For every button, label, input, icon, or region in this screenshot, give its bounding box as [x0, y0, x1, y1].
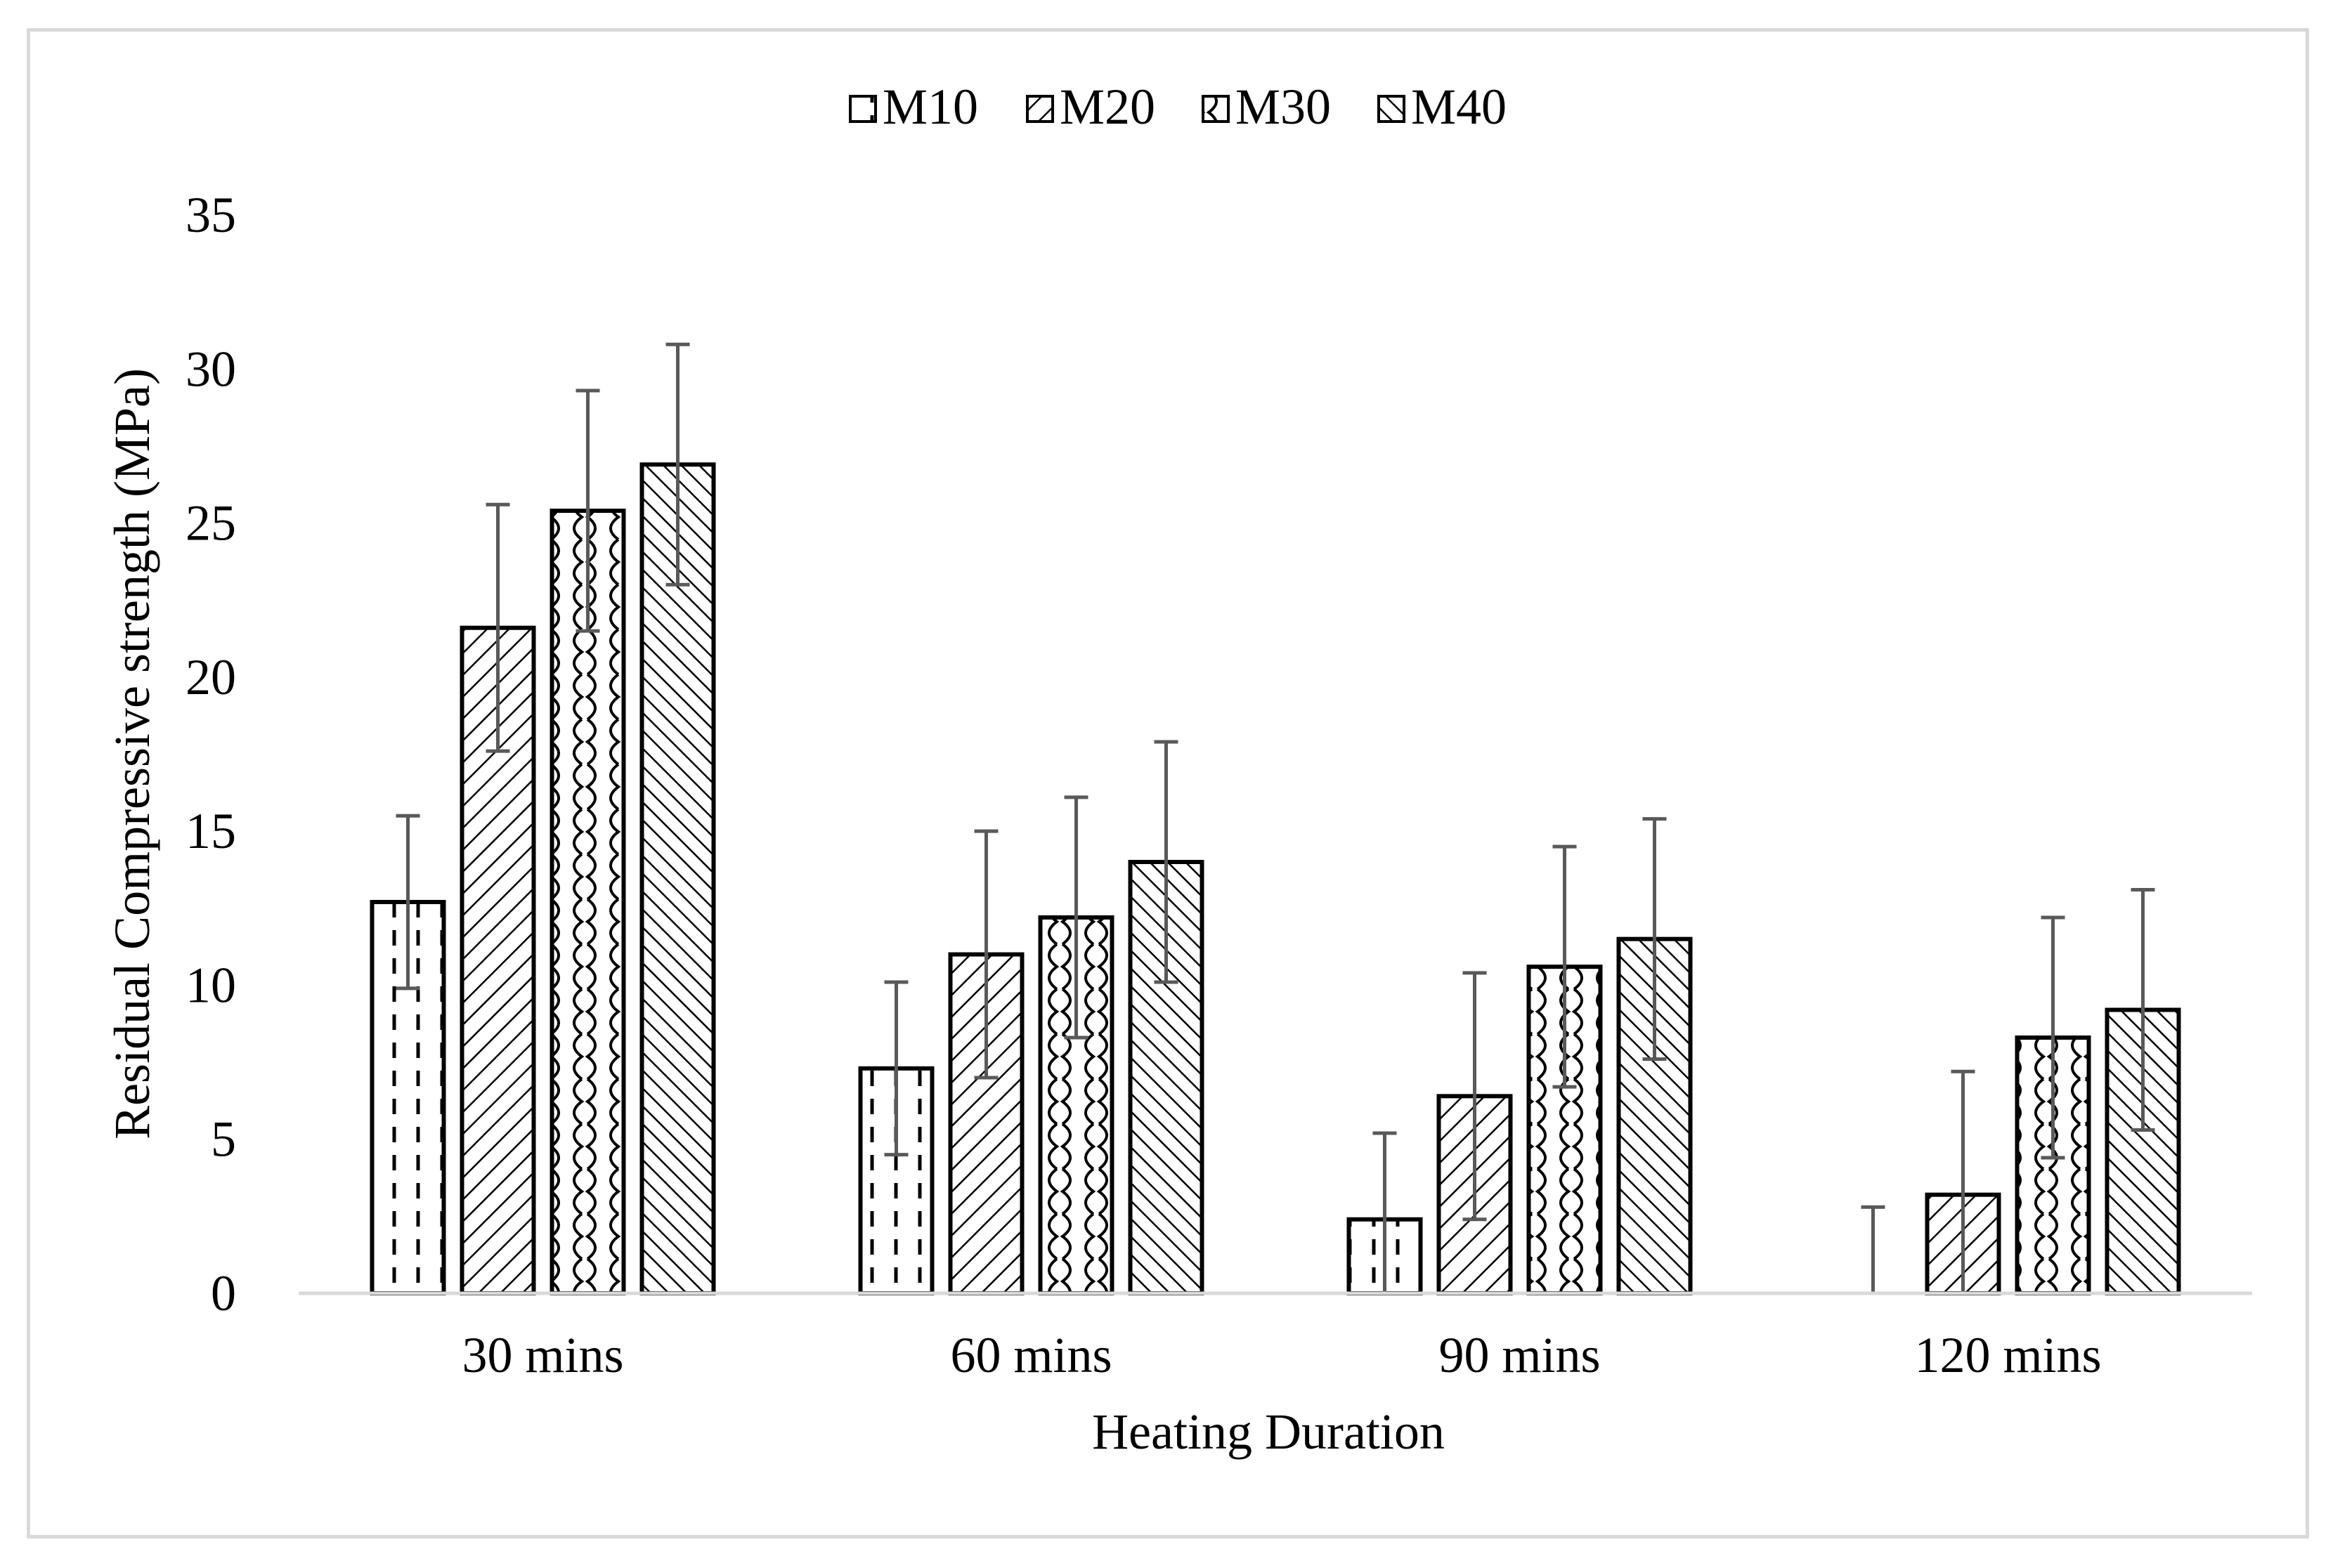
error-bars	[396, 342, 2155, 1293]
legend-swatch	[1202, 95, 1230, 123]
y-axis-ticks: 0 5 10 15 20 25 30 35	[186, 187, 236, 1321]
y-tick-label: 0	[211, 1265, 236, 1321]
bar-m40-30-mins	[639, 462, 716, 1296]
error-bar-m30-90-mins	[1552, 844, 1577, 1089]
x-axis-ticks: 30 mins 60 mins 90 mins 120 mins	[462, 1327, 2101, 1383]
x-tick-label: 30 mins	[462, 1327, 623, 1383]
legend-swatch	[849, 95, 877, 123]
chart-frame	[27, 28, 2309, 1538]
error-bar-m10-30-mins	[396, 814, 420, 991]
x-tick-label: 120 mins	[1914, 1327, 2101, 1383]
bars	[370, 462, 2181, 1296]
y-tick-label: 15	[186, 803, 236, 859]
error-bar-m30-60-mins	[1064, 795, 1088, 1040]
x-tick-label: 60 mins	[950, 1327, 1112, 1383]
error-bar-m40-120-mins	[2131, 887, 2155, 1132]
x-axis-title: Heating Duration	[1092, 1404, 1445, 1460]
error-bar-m20-60-mins	[974, 829, 999, 1080]
error-bar-m40-90-mins	[1642, 817, 1667, 1061]
x-tick-label: 90 mins	[1438, 1327, 1600, 1383]
legend-item-m30: M30	[1202, 79, 1331, 135]
error-bar-m30-30-mins	[576, 388, 600, 633]
error-bar-m10-60-mins	[884, 980, 909, 1157]
legend-label: M10	[883, 79, 978, 135]
y-axis-title: Residual Compressive strength (MPa)	[104, 368, 160, 1139]
y-tick-label: 10	[186, 957, 236, 1013]
error-bar-m40-60-mins	[1154, 740, 1178, 984]
y-tick-label: 25	[186, 495, 236, 551]
legend-label: M30	[1235, 79, 1331, 135]
error-bar-m10-120-mins	[1861, 1205, 1885, 1293]
y-tick-label: 5	[211, 1111, 236, 1168]
error-bar-m10-90-mins	[1372, 1131, 1397, 1293]
legend-label: M20	[1060, 79, 1155, 135]
legend-swatch	[1377, 95, 1405, 123]
legend-swatch	[1026, 95, 1054, 123]
y-tick-label: 35	[186, 187, 236, 243]
legend-item-m10: M10	[849, 79, 978, 135]
legend-label: M40	[1411, 79, 1507, 135]
y-tick-label: 20	[186, 649, 236, 705]
error-bar-m20-30-mins	[486, 502, 510, 753]
legend-item-m40: M40	[1377, 79, 1507, 135]
error-bar-m20-120-mins	[1951, 1069, 1975, 1293]
legend-item-m20: M20	[1026, 79, 1155, 135]
error-bar-m40-30-mins	[665, 342, 690, 587]
y-tick-label: 30	[186, 341, 236, 397]
legend: M10 M20 M30 M40	[849, 79, 1507, 135]
error-bar-m30-120-mins	[2041, 915, 2065, 1160]
error-bar-m20-90-mins	[1462, 971, 1487, 1222]
